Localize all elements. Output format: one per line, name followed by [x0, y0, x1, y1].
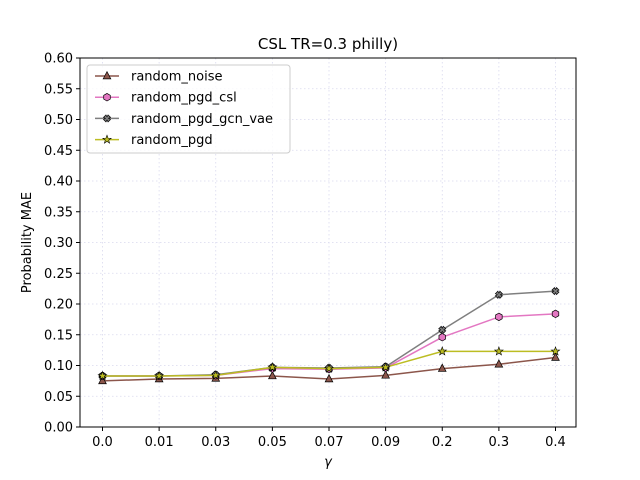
- y-tick-label: 0.20: [44, 298, 73, 313]
- data-point: [493, 346, 504, 356]
- data-point: [494, 290, 503, 299]
- y-tick-label: 0.45: [44, 144, 73, 159]
- legend-label: random_pgd: [131, 133, 213, 148]
- data-point: [267, 370, 277, 380]
- chart-title: CSL TR=0.3 philly): [258, 35, 398, 53]
- y-tick-label: 0.60: [44, 52, 73, 67]
- y-tick-label: 0.40: [44, 175, 73, 190]
- y-tick-label: 0.50: [44, 113, 73, 128]
- legend-marker: [102, 70, 112, 80]
- x-tick-label: 0.03: [201, 435, 230, 450]
- legend: random_noise random_pgd_csl random_pgd_gcn…: [86, 64, 291, 154]
- x-axis-ticks: 0.0 0.01 0.03 0.05 0.07 0.09 0.2 0.3 0.4: [92, 427, 566, 450]
- legend-label: random_pgd_gcn_vae: [131, 112, 273, 127]
- y-tick-label: 0.55: [44, 82, 73, 97]
- x-tick-label: 0.0: [92, 435, 113, 450]
- series-layer: [97, 287, 561, 385]
- data-point: [97, 370, 108, 381]
- legend-entry: random_noise: [95, 70, 223, 85]
- data-point: [210, 370, 221, 380]
- legend-box: [86, 64, 291, 154]
- data-point: [495, 312, 503, 322]
- data-point: [437, 363, 447, 372]
- data-point: [438, 325, 447, 334]
- y-tick-label: 0.10: [44, 359, 73, 374]
- data-point: [380, 362, 391, 372]
- legend-marker: [103, 92, 111, 102]
- data-point: [551, 352, 560, 361]
- x-tick-label: 0.05: [258, 435, 287, 450]
- x-tick-label: 0.2: [432, 435, 453, 450]
- legend-entry: random_pgd_csl: [95, 91, 237, 106]
- data-point: [154, 370, 165, 381]
- legend-label: random_pgd_csl: [131, 91, 237, 106]
- legend-marker: [102, 114, 112, 123]
- legend-label: random_noise: [131, 70, 223, 85]
- y-tick-label: 0.30: [44, 236, 73, 251]
- data-point: [438, 333, 446, 342]
- y-tick-label: 0.35: [44, 205, 73, 220]
- legend-entry: random_pgd_gcn_vae: [95, 112, 273, 127]
- data-point: [494, 359, 504, 368]
- data-point: [324, 373, 334, 383]
- y-axis-label: Probability MAE: [20, 192, 35, 293]
- x-tick-label: 0.09: [371, 435, 400, 450]
- series-random_pgd: [97, 346, 561, 381]
- data-point: [267, 362, 278, 372]
- y-tick-label: 0.25: [44, 267, 73, 282]
- data-point: [551, 287, 560, 296]
- data-point: [437, 346, 448, 356]
- legend-marker: [101, 134, 113, 144]
- y-tick-label: 0.15: [44, 328, 73, 343]
- y-tick-label: 0.05: [44, 390, 73, 405]
- x-tick-label: 0.4: [545, 435, 566, 450]
- x-tick-label: 0.07: [315, 435, 344, 450]
- legend-entry: random_pgd: [95, 133, 213, 148]
- x-tick-label: 0.01: [145, 435, 174, 450]
- data-point: [551, 309, 560, 319]
- data-point: [381, 370, 391, 379]
- x-tick-label: 0.3: [489, 435, 510, 450]
- y-axis-ticks: 0.00 0.05 0.10 0.15 0.20 0.25 0.30 0.35 0.40 0.45…: [44, 52, 80, 436]
- data-point: [550, 346, 561, 356]
- data-point: [323, 363, 335, 373]
- x-axis-label: γ: [324, 455, 333, 470]
- y-tick-label: 0.00: [44, 421, 73, 436]
